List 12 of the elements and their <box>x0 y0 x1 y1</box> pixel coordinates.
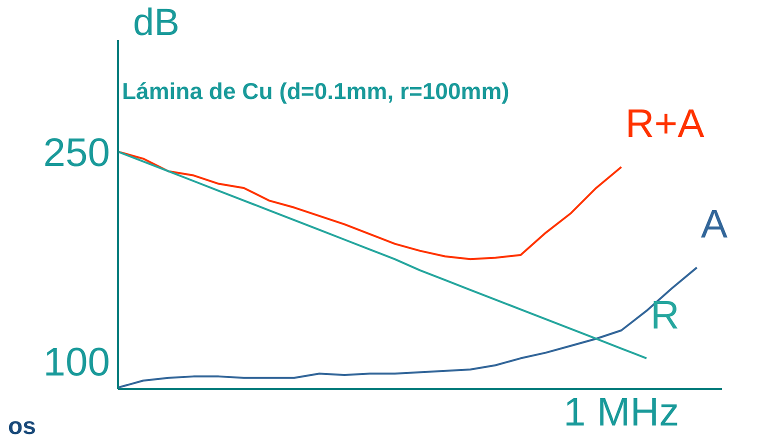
line-series <box>117 150 622 260</box>
text: os <box>8 413 36 441</box>
series-label: A <box>700 202 728 247</box>
series-label: R <box>650 293 680 338</box>
line-series <box>117 150 648 360</box>
y-axis-title: dB <box>133 2 180 45</box>
text: Lámina de Cu (d=0.1mm, r=100mm) <box>122 78 510 105</box>
x-tick-label: 1 MHz <box>564 390 680 434</box>
y-tick-label: 100 <box>43 340 110 384</box>
y-tick-label: 250 <box>43 130 110 175</box>
line-series <box>117 266 698 389</box>
series-label: R+A <box>625 102 705 146</box>
